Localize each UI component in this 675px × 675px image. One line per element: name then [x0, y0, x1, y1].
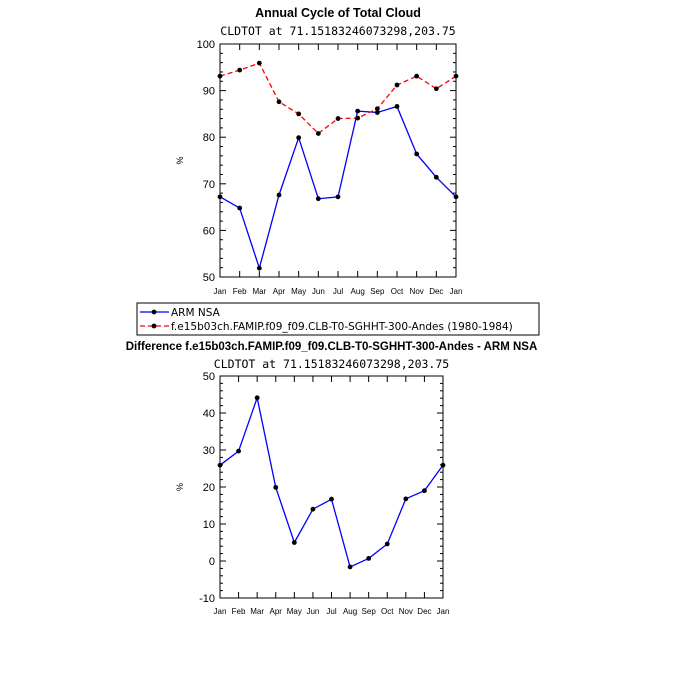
legend-swatch-marker [151, 309, 157, 315]
data-point [217, 194, 223, 200]
x-tick-label: Feb [233, 287, 247, 296]
x-tick-label: Aug [343, 607, 357, 616]
x-tick-label: Jan [214, 287, 227, 296]
data-point [453, 73, 459, 79]
x-tick-label: Sep [362, 607, 377, 616]
data-point [414, 73, 420, 79]
y-tick-label: 0 [209, 556, 215, 568]
data-point [394, 104, 400, 109]
legend-label: f.e15b03ch.FAMIP.f09_f09.CLB-T0-SGHHT-30… [171, 321, 513, 333]
data-point [374, 106, 380, 112]
x-tick-label: Dec [417, 607, 431, 616]
y-tick-label: 40 [203, 408, 215, 420]
data-point [254, 395, 260, 401]
x-tick-label: Mar [250, 607, 264, 616]
data-point [453, 194, 459, 200]
chart-title: Difference f.e15b03ch.FAMIP.f09_f09.CLB-… [126, 341, 538, 353]
data-point [256, 60, 262, 66]
data-point [237, 67, 243, 73]
data-point [315, 196, 321, 202]
series-line-0 [219, 105, 457, 271]
x-tick-label: May [287, 607, 302, 616]
data-point [273, 484, 279, 490]
chart-subtitle: CLDTOT at 71.15183246073298,203.75 [220, 24, 455, 38]
data-point [217, 462, 223, 468]
data-point [236, 448, 241, 454]
data-point [276, 192, 282, 198]
data-point [296, 135, 302, 141]
y-tick-label: 10 [203, 519, 215, 531]
y-tick-label: 50 [203, 371, 215, 383]
x-tick-label: Oct [381, 607, 394, 616]
x-tick-label: Mar [252, 287, 266, 296]
x-tick-label: May [291, 287, 306, 296]
x-tick-label: Nov [410, 287, 424, 296]
y-tick-label: 50 [203, 272, 215, 284]
y-tick-label: 90 [203, 86, 215, 98]
data-point [433, 86, 439, 92]
data-point [310, 506, 316, 512]
chart-title: Annual Cycle of Total Cloud [255, 6, 421, 20]
data-point [256, 265, 262, 271]
data-point [291, 540, 297, 545]
legend-swatch-marker [151, 323, 157, 329]
data-point [414, 151, 420, 157]
x-tick-label: Jun [306, 607, 319, 616]
x-tick-label: Nov [399, 607, 413, 616]
chart-subtitle: CLDTOT at 71.15183246073298,203.75 [214, 357, 449, 371]
data-point [237, 205, 243, 211]
y-axis-label: % [175, 483, 185, 491]
x-tick-label: Jul [333, 287, 343, 296]
x-tick-label: Jul [326, 607, 336, 616]
data-point [276, 99, 282, 105]
x-tick-label: Jan [437, 607, 450, 616]
x-tick-label: Sep [370, 287, 385, 296]
series-line-1 [219, 62, 457, 135]
x-tick-label: Oct [391, 287, 404, 296]
x-tick-label: Jun [312, 287, 325, 296]
y-tick-label: 80 [203, 132, 215, 144]
x-tick-label: Jan [450, 287, 463, 296]
data-point [217, 73, 223, 79]
data-point [433, 174, 439, 180]
data-point [374, 110, 380, 115]
y-tick-label: 60 [203, 225, 215, 237]
y-tick-label: 100 [197, 39, 215, 51]
y-tick-label: -10 [199, 593, 215, 605]
data-point [403, 496, 409, 502]
data-point [335, 116, 341, 121]
x-tick-label: Apr [273, 287, 286, 296]
y-tick-label: 30 [203, 445, 215, 457]
x-tick-label: Jan [214, 607, 227, 616]
y-tick-label: 20 [203, 482, 215, 494]
data-point [355, 108, 361, 114]
data-point [422, 488, 427, 494]
data-point [384, 541, 390, 547]
y-tick-label: 70 [203, 179, 215, 191]
data-point [329, 496, 334, 502]
data-point [394, 82, 400, 88]
x-tick-label: Aug [351, 287, 365, 296]
x-tick-label: Dec [429, 287, 443, 296]
data-point [366, 556, 372, 561]
data-point [347, 564, 353, 570]
data-point [296, 111, 302, 117]
data-point [335, 194, 341, 200]
x-tick-label: Feb [232, 607, 246, 616]
data-point [355, 115, 361, 121]
legend-box [136, 302, 540, 336]
x-tick-label: Apr [270, 607, 283, 616]
data-point [315, 131, 321, 136]
legend-label: ARM NSA [171, 307, 221, 319]
series-line-0 [219, 395, 444, 568]
data-point [440, 462, 446, 468]
y-axis-label: % [175, 156, 185, 164]
